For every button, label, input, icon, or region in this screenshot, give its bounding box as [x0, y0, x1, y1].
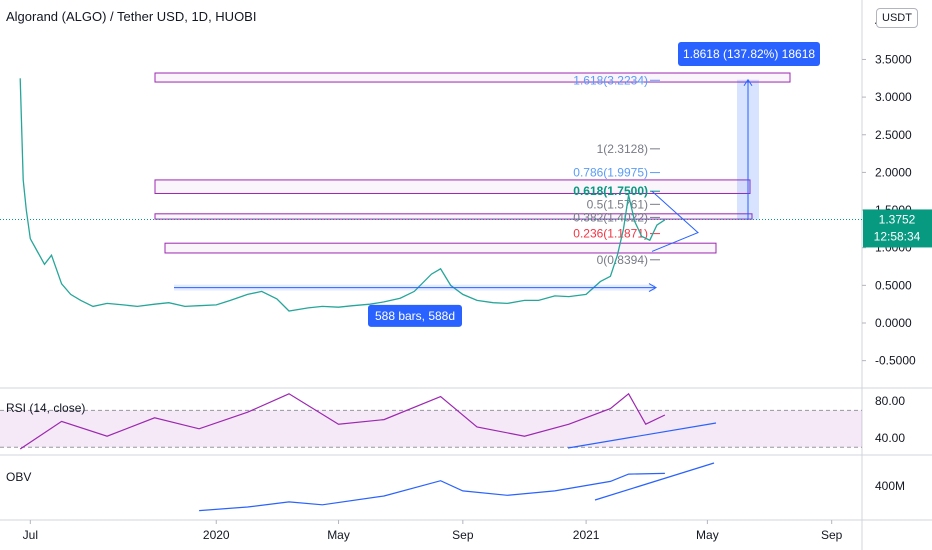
countdown-label: 12:58:34	[874, 229, 921, 243]
zone-box-current	[154, 213, 753, 220]
price-tick-label: 0.0000	[875, 316, 912, 330]
fib-level-label: 0.236(1.1871)	[573, 227, 648, 241]
price-tick-label: 2.5000	[875, 128, 912, 142]
price-tick-label: 2.0000	[875, 165, 912, 179]
current-price-badge	[863, 209, 932, 248]
currency-badge[interactable]: USDT	[876, 8, 918, 28]
rsi-series-line	[19, 392, 666, 450]
rsi-tick-label: 80.00	[875, 394, 905, 408]
fib-level-label: 0(0.8394)	[597, 253, 648, 267]
triangle-pattern	[651, 190, 699, 252]
range-arrow-head	[648, 283, 658, 293]
time-tick-label: Jul	[23, 528, 38, 542]
range-label-box	[368, 304, 462, 327]
target-label: 1.8618 (137.82%) 18618	[683, 47, 815, 61]
rsi-tick-label: 40.00	[875, 431, 905, 445]
fib-level-label: 0.618(1.7500)	[573, 184, 648, 198]
fib-level-label: 1(2.3128)	[597, 142, 648, 156]
time-tick-label: Sep	[821, 528, 843, 542]
obv-title: OBV	[6, 470, 32, 484]
chart-title: Algorand (ALGO) / Tether USD, 1D, HUOBI	[6, 9, 257, 24]
zone-box-618	[154, 179, 751, 194]
fib-level-label: 0.382(1.4022)	[573, 210, 648, 224]
rsi-title: RSI (14, close)	[6, 401, 86, 415]
current-price-label: 1.3752	[879, 212, 916, 226]
time-tick-label: 2021	[573, 528, 600, 542]
time-tick-label: May	[327, 528, 350, 542]
price-tick-label: 0.5000	[875, 278, 912, 292]
price-series-line	[19, 78, 666, 312]
zone-box-top	[154, 72, 791, 83]
time-tick-label: Sep	[452, 528, 474, 542]
price-tick-label: 3.5000	[875, 52, 912, 66]
fib-level-label: 0.5(1.5761)	[587, 197, 648, 211]
obv-trendline	[594, 462, 715, 501]
range-measure-band	[174, 284, 655, 291]
obv-series-line	[199, 472, 665, 512]
fib-level-label: 0.786(1.9975)	[573, 166, 648, 180]
time-tick-label: May	[696, 528, 719, 542]
price-tick-label: -0.5000	[875, 354, 916, 368]
fib-level-label: 1.618(3.2234)	[573, 73, 648, 87]
rsi-trendline	[567, 422, 717, 449]
price-tick-label: 3.0000	[875, 90, 912, 104]
range-label: 588 bars, 588d	[375, 309, 455, 323]
zone-box-support	[164, 242, 717, 254]
target-arrow-head	[743, 78, 753, 87]
rsi-band	[0, 410, 862, 448]
target-label-box	[678, 42, 820, 66]
obv-tick-label: 400M	[875, 479, 905, 493]
time-tick-label: 2020	[203, 528, 230, 542]
